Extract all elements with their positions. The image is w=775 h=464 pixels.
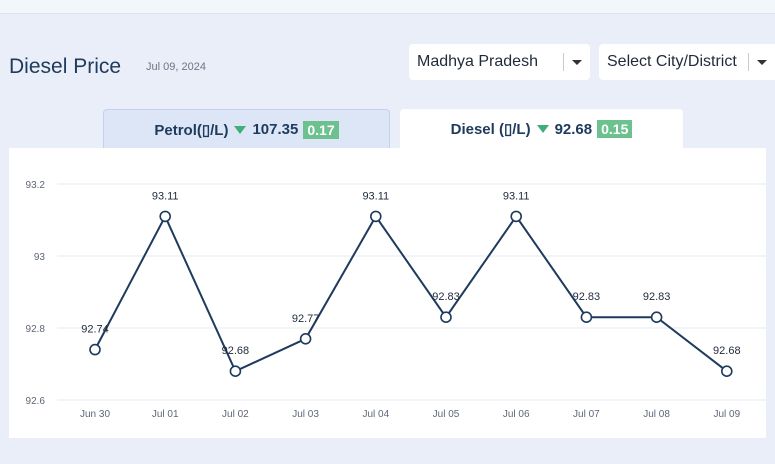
data-point	[89, 343, 101, 356]
data-label: 92.83	[643, 291, 671, 303]
page-title: Diesel Price	[9, 55, 122, 78]
tab-petrol[interactable]: Petrol(▯/L) 107.35 0.17	[103, 109, 390, 149]
city-select-value: Select City/District	[607, 53, 737, 70]
data-point	[159, 210, 171, 223]
tab-diesel-change-badge: 0.15	[597, 120, 633, 138]
data-point	[229, 365, 242, 377]
y-tick-label: 92.8	[26, 324, 46, 335]
x-tick-label: Jul 06	[503, 409, 530, 420]
x-tick-label: Jul 04	[362, 409, 389, 420]
chart-panel: 92.6 92.8 93 93.2 Jun 30 Jul 01 Jul 02 Jul 03 Ju…	[9, 148, 766, 438]
tab-diesel-price: 92.68	[554, 120, 593, 138]
tab-petrol-price: 107.35	[252, 121, 299, 138]
data-label: 92.83	[432, 291, 460, 303]
state-select-value: Madhya Pradesh	[417, 53, 538, 70]
x-tick-label: Jul 01	[152, 409, 179, 420]
data-point	[650, 311, 663, 323]
tab-diesel-label: Diesel (▯/L)	[450, 121, 531, 138]
state-select[interactable]: Madhya Pradesh	[409, 44, 590, 80]
top-strip	[0, 0, 775, 14]
down-arrow-icon	[234, 125, 247, 134]
x-tick-label: Jul 08	[643, 409, 670, 420]
city-select-divider	[748, 53, 749, 71]
down-arrow-icon	[536, 125, 549, 133]
data-point	[440, 311, 452, 323]
state-select-divider	[563, 53, 564, 71]
y-tick-label: 93	[34, 252, 46, 263]
data-label: 92.74	[81, 324, 109, 336]
chevron-down-icon[interactable]	[564, 59, 590, 65]
data-label: 92.68	[222, 345, 250, 357]
page-date: Jul 09, 2024	[146, 61, 206, 73]
data-label: 93.11	[362, 190, 389, 202]
tab-diesel[interactable]: Diesel (▯/L) 92.68 0.15	[400, 109, 683, 149]
data-point	[580, 311, 593, 323]
series-line	[94, 214, 728, 373]
x-tick-label: Jul 02	[222, 409, 249, 420]
tab-petrol-label: Petrol(▯/L)	[154, 121, 229, 139]
data-label: 93.11	[152, 190, 179, 202]
chevron-down-icon[interactable]	[749, 59, 775, 65]
data-point	[720, 365, 733, 377]
y-tick-label: 92.6	[26, 396, 46, 407]
x-tick-label: Jul 05	[433, 409, 460, 420]
data-label: 92.77	[292, 313, 320, 325]
data-point	[299, 333, 312, 345]
x-tick-label: Jul 09	[713, 409, 740, 420]
data-label: 93.11	[503, 190, 530, 202]
x-tick-label: Jun 30	[80, 409, 110, 420]
data-point	[510, 210, 523, 223]
x-tick-label: Jul 03	[292, 409, 319, 420]
city-select[interactable]: Select City/District	[599, 44, 775, 80]
tab-petrol-change-badge: 0.17	[303, 120, 339, 139]
data-point	[369, 210, 382, 223]
y-tick-label: 93.2	[26, 180, 46, 191]
price-line-chart: 92.6 92.8 93 93.2 Jun 30 Jul 01 Jul 02 Jul 03 Ju…	[26, 180, 766, 420]
data-label: 92.83	[573, 291, 601, 303]
data-label: 92.68	[713, 345, 741, 357]
x-tick-label: Jul 07	[573, 409, 600, 420]
